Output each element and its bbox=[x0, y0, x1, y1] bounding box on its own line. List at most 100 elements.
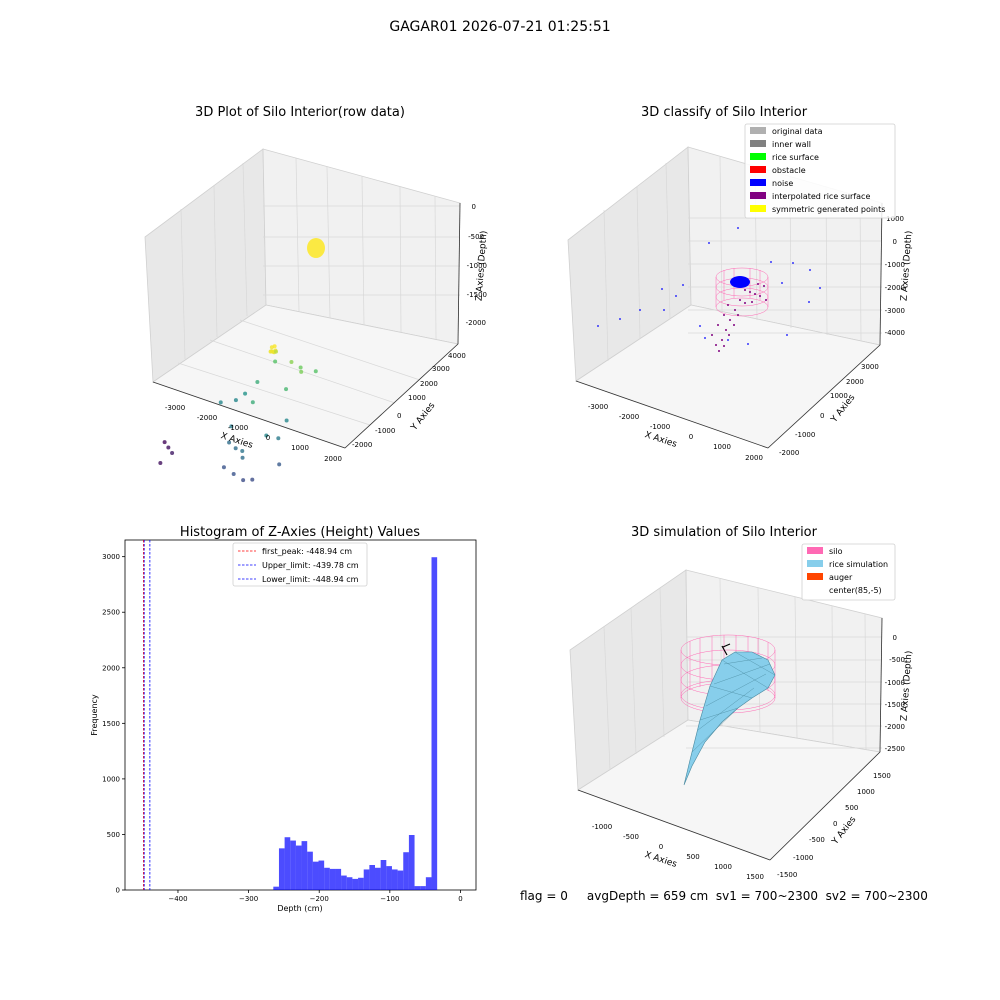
classify-x-tick-label: -3000 bbox=[588, 403, 608, 411]
classify-noise-points bbox=[597, 227, 821, 345]
sim-x-tick-label: 0 bbox=[659, 843, 663, 851]
classify-plot-title: 3D classify of Silo Interior bbox=[641, 105, 808, 120]
histogram-bar bbox=[375, 867, 381, 890]
histogram-bar bbox=[380, 860, 387, 890]
sim-z-tick-label: -2000 bbox=[885, 723, 905, 731]
raw-z-axis-label: Z Axies (Depth) bbox=[475, 230, 490, 301]
classify-y-tick-label: 2000 bbox=[846, 378, 864, 386]
legend-label: noise bbox=[772, 179, 793, 188]
histogram-axes-frame bbox=[124, 539, 477, 891]
sim-x-tick-label: -1000 bbox=[592, 823, 612, 831]
sim-x-tick-label: -500 bbox=[623, 833, 639, 841]
raw-plot-title: 3D Plot of Silo Interior(row data) bbox=[195, 105, 405, 120]
classify-y-tick-label: -2000 bbox=[779, 449, 799, 457]
raw-z-ticks: 0 -500 -1000 -1500 -2000 bbox=[466, 203, 487, 327]
sim-z-tick-label: 0 bbox=[893, 634, 897, 642]
panel-histogram: Histogram of Z-Axies (Height) Values −40… bbox=[90, 525, 477, 913]
sim-z-axis-label: Z Axies (Depth) bbox=[900, 650, 915, 721]
sim-y-tick-label: -1500 bbox=[777, 871, 797, 879]
histogram-bar bbox=[278, 848, 285, 890]
noise-cluster bbox=[730, 276, 750, 288]
histogram-x-axis-label: Depth (cm) bbox=[277, 904, 322, 913]
figure-suptitle: GAGAR01 2026-07-21 01:25:51 bbox=[389, 19, 610, 35]
raw-y-tick-label: -1000 bbox=[375, 427, 395, 435]
panel-classify-3d: 3D classify of Silo Interior bbox=[567, 105, 914, 462]
histogram-bar bbox=[318, 860, 325, 890]
histogram-y-tick-label: 0 bbox=[116, 887, 120, 895]
sim-z-tick-label: -1000 bbox=[885, 679, 905, 687]
sim-y-tick-label: 1500 bbox=[873, 772, 891, 780]
legend-label: inner wall bbox=[772, 140, 811, 149]
raw-x-tick-label: -1000 bbox=[228, 424, 248, 432]
histogram-bar bbox=[352, 878, 359, 890]
raw-data-point bbox=[264, 433, 269, 438]
sim-z-tick-label: -2500 bbox=[885, 745, 905, 753]
histogram-legend-label: Upper_limit: -439.78 cm bbox=[262, 561, 359, 570]
raw-x-ticks: -3000 -2000 -1000 0 1000 2000 bbox=[165, 404, 342, 463]
classify-z-tick-label: -4000 bbox=[885, 329, 905, 337]
raw-data-point bbox=[284, 387, 289, 392]
raw-3d-box bbox=[144, 148, 461, 449]
sim-x-ticks: -1000 -500 0 500 1000 1500 bbox=[592, 823, 764, 881]
legend-label: auger bbox=[829, 573, 853, 582]
raw-y-tick-label: 3000 bbox=[432, 365, 450, 373]
classify-z-tick-label: -3000 bbox=[885, 307, 905, 315]
panel-raw-3d: 3D Plot of Silo Interior(row data) -3000… bbox=[144, 105, 490, 483]
raw-data-point bbox=[162, 440, 167, 445]
raw-data-point bbox=[276, 436, 281, 441]
classify-x-axis-line bbox=[575, 380, 769, 449]
histogram-x-tick-label: 0 bbox=[458, 895, 462, 903]
histogram-bar bbox=[335, 868, 342, 890]
sim-x-tick-label: 1500 bbox=[746, 873, 764, 881]
classify-z-tick-label: -1000 bbox=[885, 261, 905, 269]
raw-x-tick-label: -2000 bbox=[197, 414, 217, 422]
raw-y-axis-line bbox=[344, 343, 459, 449]
sim-z-ticks: 0 -500 -1000 -1500 -2000 -2500 bbox=[885, 634, 905, 753]
classify-x-tick-label: 2000 bbox=[745, 454, 763, 462]
raw-z-axis-line bbox=[457, 202, 461, 345]
histogram-bar bbox=[397, 870, 404, 890]
sim-x-tick-label: 500 bbox=[686, 853, 699, 861]
legend-swatch bbox=[750, 192, 766, 199]
classify-y-tick-label: 3000 bbox=[861, 363, 879, 371]
raw-data-point bbox=[158, 460, 163, 465]
raw-z-tick-label: -1000 bbox=[467, 262, 487, 270]
raw-z-tick-label: -500 bbox=[468, 233, 484, 241]
histogram-x-tick-label: −200 bbox=[310, 895, 329, 903]
sim-z-axis-line bbox=[879, 617, 883, 753]
legend-swatch bbox=[807, 573, 823, 580]
legend-label: rice surface bbox=[772, 153, 819, 162]
classify-silo-wireframe bbox=[715, 267, 769, 317]
raw-y-tick-label: 2000 bbox=[420, 380, 438, 388]
histogram-y-tick-label: 500 bbox=[107, 831, 120, 839]
classify-x-ticks: -3000 -2000 -1000 0 1000 2000 bbox=[588, 403, 763, 462]
histogram-bar bbox=[284, 837, 291, 890]
raw-data-point bbox=[299, 369, 304, 374]
histogram-title: Histogram of Z-Axies (Height) Values bbox=[180, 525, 420, 540]
classify-y-tick-label: 1000 bbox=[830, 392, 848, 400]
classify-interpolated-surface bbox=[711, 283, 767, 352]
raw-y-ticks: -2000 -1000 0 1000 2000 3000 4000 bbox=[352, 352, 466, 449]
raw-data-point bbox=[243, 391, 248, 396]
histogram-bar bbox=[414, 886, 421, 890]
legend-label: silo bbox=[829, 547, 843, 556]
sim-y-tick-label: 1000 bbox=[857, 788, 875, 796]
raw-data-cluster bbox=[307, 238, 325, 258]
classify-y-tick-label: -1000 bbox=[795, 431, 815, 439]
histogram-y-tick-label: 2000 bbox=[102, 664, 120, 672]
raw-x-axis-line bbox=[152, 381, 346, 449]
auger-line bbox=[721, 643, 731, 656]
legend-label: original data bbox=[772, 127, 823, 136]
sim-z-tick-label: -1500 bbox=[885, 701, 905, 709]
classify-legend-frame bbox=[744, 123, 896, 219]
classify-x-axis-label: X Axies bbox=[643, 430, 678, 450]
classify-z-tick-label: -2000 bbox=[885, 284, 905, 292]
raw-data-point bbox=[298, 365, 303, 370]
sim-rice-surface bbox=[683, 643, 776, 786]
classify-x-tick-label: 1000 bbox=[713, 443, 731, 451]
raw-z-tick-label: 0 bbox=[472, 203, 476, 211]
histogram-bar bbox=[312, 861, 319, 890]
raw-data-point bbox=[221, 465, 226, 470]
panel-simulation-3d: 3D simulation of Silo Interior bbox=[569, 525, 915, 881]
